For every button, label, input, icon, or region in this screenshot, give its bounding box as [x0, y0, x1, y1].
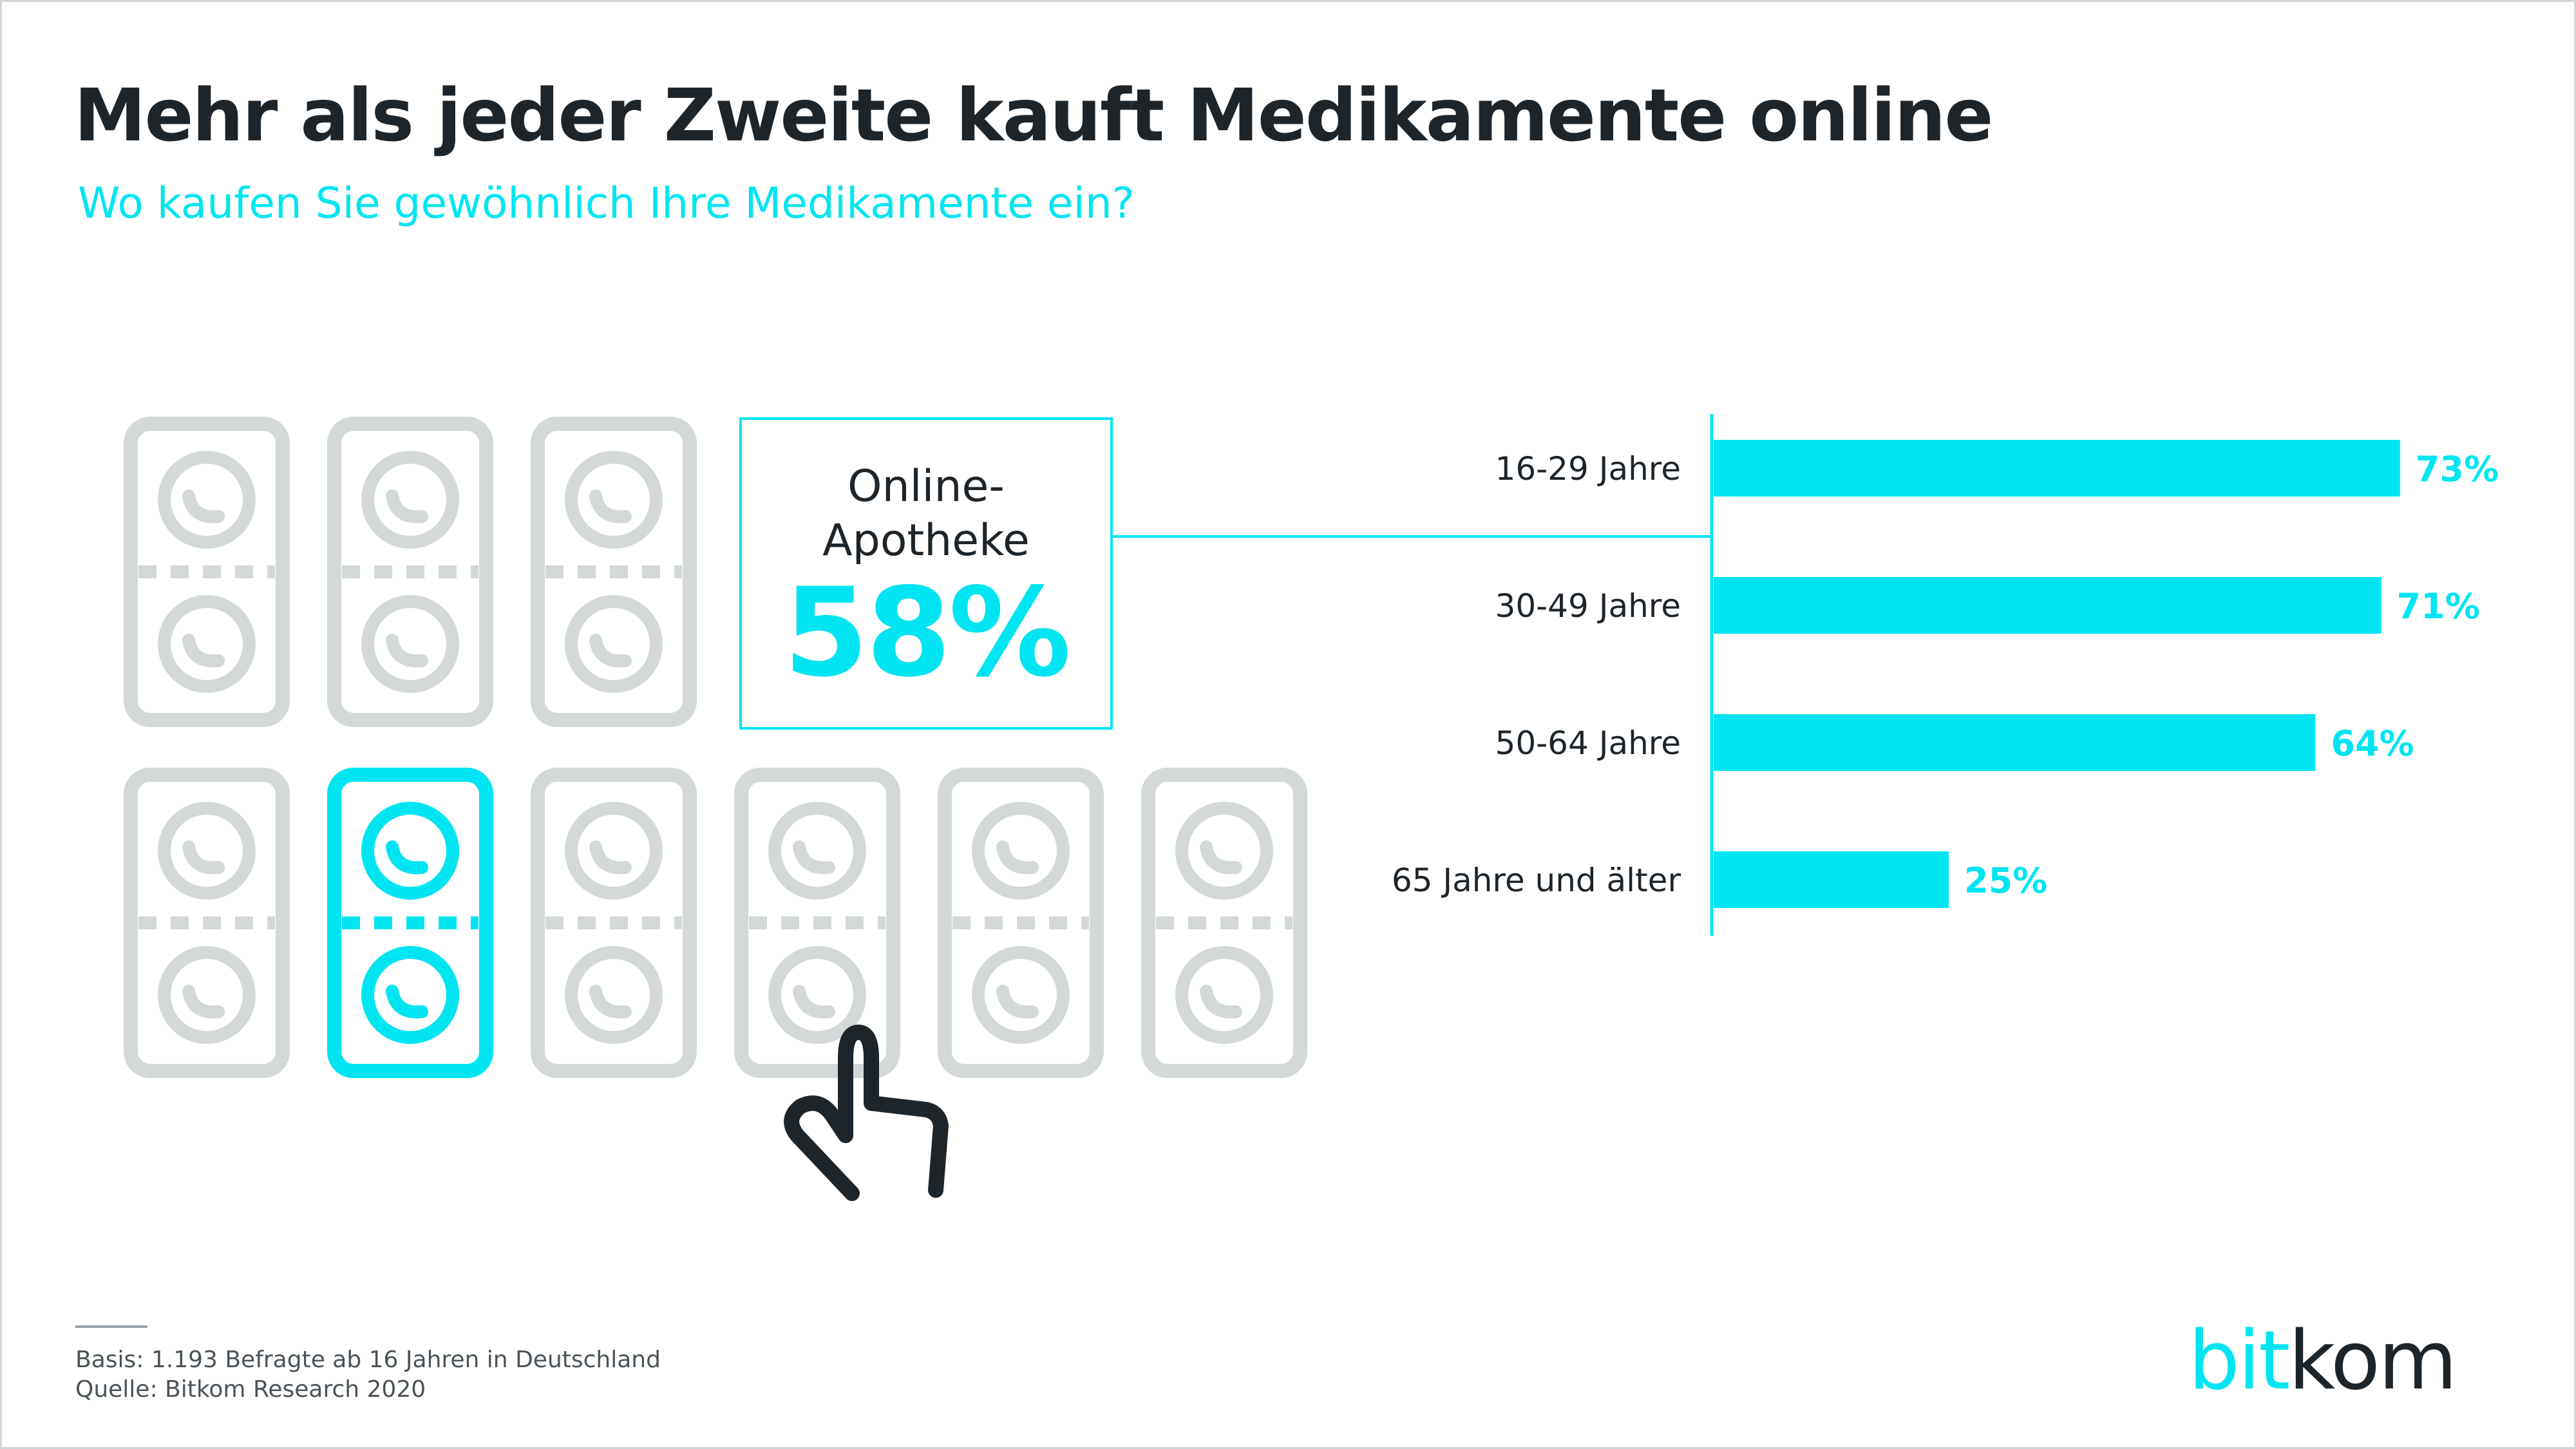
- chart-title: Mehr als jeder Zweite kauft Medikamente …: [74, 74, 1993, 158]
- bar: [1714, 577, 2382, 634]
- category-label: 16-29 Jahre: [1495, 450, 1681, 488]
- bitkom-logo: bitkom: [2188, 1313, 2458, 1408]
- pill-blister-icon: [327, 768, 493, 1078]
- pill-blister-icon: [327, 417, 493, 727]
- category-label: 50-64 Jahre: [1495, 724, 1681, 762]
- logo-part-kom: kom: [2288, 1313, 2457, 1408]
- bar-value-label: 71%: [2397, 586, 2480, 627]
- pill-blister-icon: [938, 768, 1104, 1078]
- pill-blister-icon: [531, 417, 697, 727]
- footnote-source: Quelle: Bitkom Research 2020: [75, 1376, 426, 1403]
- pill-blister-icon: [124, 417, 290, 727]
- online-pharmacy-callout: Online- Apotheke 58%: [739, 417, 1113, 730]
- callout-label: Online- Apotheke: [822, 461, 1030, 566]
- category-label: 65 Jahre und älter: [1392, 862, 1681, 899]
- pointing-hand-icon: [784, 1025, 949, 1201]
- pill-blister-icon: [124, 768, 290, 1078]
- bar-value-label: 73%: [2416, 449, 2499, 489]
- footnote-basis: Basis: 1.193 Befragte ab 16 Jahren in De…: [75, 1347, 661, 1373]
- logo-part-bit: bit: [2188, 1313, 2290, 1408]
- bar-value-label: 64%: [2331, 723, 2414, 764]
- callout-value: 58%: [783, 562, 1072, 704]
- bar-value-label: 25%: [1964, 860, 2047, 901]
- pill-blister-icon: [1141, 768, 1307, 1078]
- bar: [1714, 440, 2400, 497]
- pill-blister-icon: [734, 768, 900, 1078]
- footnote-divider: [75, 1325, 147, 1328]
- bar: [1714, 714, 2316, 771]
- chart-subtitle: Wo kaufen Sie gewöhnlich Ihre Medikament…: [78, 178, 1135, 228]
- category-label: 30-49 Jahre: [1495, 587, 1681, 625]
- pill-blister-icon: [531, 768, 697, 1078]
- bar: [1714, 851, 1949, 908]
